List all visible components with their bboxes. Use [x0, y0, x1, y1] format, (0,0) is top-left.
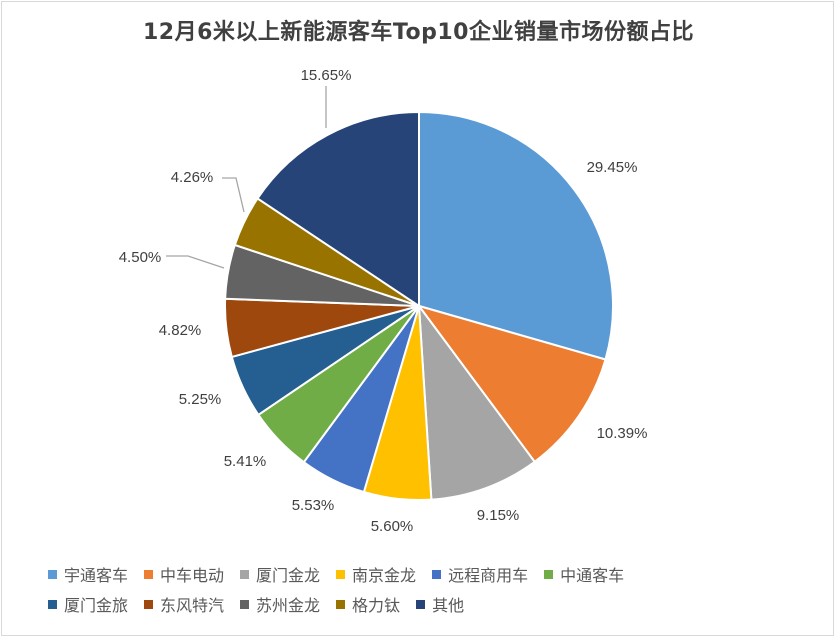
slice-label-4: 5.60%	[371, 518, 414, 535]
legend-item: 其他	[416, 592, 464, 616]
legend-label: 厦门金龙	[256, 566, 321, 585]
legend-swatch	[336, 599, 346, 609]
legend-item: 宇通客车	[48, 562, 128, 586]
slice-label-1: 29.45%	[587, 159, 638, 176]
legend-label: 其他	[432, 596, 465, 615]
slice-label-7: 5.25%	[179, 391, 222, 408]
pie-chart: 29.45% 10.39% 9.15% 5.60% 5.53% 5.41% 5.25% 4.8…	[119, 67, 648, 535]
legend-item: 厦门金龙	[240, 562, 320, 586]
legend-label: 东风特汽	[160, 596, 225, 615]
legend-swatch	[48, 599, 57, 609]
chart-title: 12月6米以上新能源客车Top10企业销量市场份额占比	[143, 20, 694, 45]
slice-label-5: 5.53%	[292, 497, 335, 514]
slice-label-10: 4.26%	[171, 169, 214, 186]
legend-swatch	[240, 599, 250, 609]
legend-label: 宇通客车	[64, 566, 129, 585]
slice-label-2: 10.39%	[597, 425, 648, 442]
legend-swatch	[432, 569, 442, 579]
legend-swatch	[144, 599, 154, 609]
slice-label-11: 15.65%	[301, 67, 352, 84]
pie-slice-11	[256, 110, 420, 308]
legend-item: 苏州金龙	[240, 592, 320, 616]
leader-line-9	[166, 255, 225, 269]
pie-slice-2	[416, 304, 607, 464]
legend-row-1: 宇通客车 中车电动 厦门金龙 南京金龙 远程商用车 中通客车	[48, 562, 640, 586]
legend-label: 厦门金旅	[64, 596, 129, 615]
legend-label: 中车电动	[160, 566, 225, 585]
legend-swatch	[544, 569, 554, 579]
legend-label: 远程商用车	[448, 566, 529, 585]
legend-swatch	[416, 599, 426, 609]
leader-line-10	[222, 177, 245, 213]
legend-row-2: 厦门金旅 东风特汽 苏州金龙 格力钛 其他	[48, 592, 480, 616]
legend-label: 中通客车	[560, 566, 625, 585]
slice-label-9: 4.50%	[119, 249, 162, 266]
legend-item: 格力钛	[336, 592, 400, 616]
legend-item: 厦门金旅	[48, 592, 128, 616]
legend-item: 中车电动	[144, 562, 224, 586]
legend-item: 中通客车	[544, 562, 624, 586]
legend-swatch	[48, 569, 57, 579]
legend-item: 南京金龙	[336, 562, 416, 586]
legend-item: 东风特汽	[144, 592, 224, 616]
pie-slice-1	[418, 110, 614, 361]
slice-label-8: 4.82%	[159, 322, 202, 339]
slice-label-3: 9.15%	[477, 507, 520, 524]
legend-swatch	[144, 569, 154, 579]
pie-slice-3	[417, 302, 537, 501]
legend-label: 格力钛	[352, 596, 401, 615]
legend-swatch	[240, 569, 250, 579]
legend-item: 远程商用车	[432, 562, 528, 586]
legend-label: 南京金龙	[352, 566, 417, 585]
legend-label: 苏州金龙	[256, 596, 321, 615]
slice-label-6: 5.41%	[224, 453, 267, 470]
legend-swatch	[336, 569, 346, 579]
